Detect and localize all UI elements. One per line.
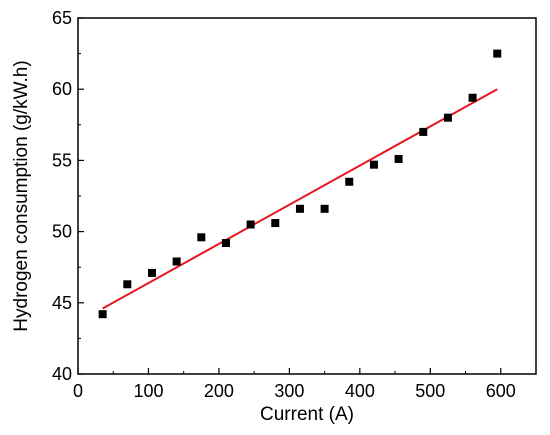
data-point <box>123 280 132 289</box>
data-point <box>246 220 255 229</box>
data-point <box>98 310 107 319</box>
y-tick-label: 40 <box>52 364 72 384</box>
data-point <box>271 219 280 228</box>
x-axis-label: Current (A) <box>260 404 354 425</box>
data-point <box>369 160 378 169</box>
fit-line-layer <box>102 88 498 310</box>
y-tick-label: 50 <box>52 222 72 242</box>
data-point <box>147 268 156 277</box>
linear-fit-line <box>102 88 498 310</box>
data-points-layer <box>98 49 502 319</box>
x-tick-label: 500 <box>415 381 445 401</box>
y-tick-label: 45 <box>52 293 72 313</box>
x-tick-label: 0 <box>73 381 83 401</box>
y-tick-label: 60 <box>52 79 72 99</box>
data-point <box>468 93 477 102</box>
x-axis-ticks: 0 100 200 300 400 500 600 <box>73 368 516 401</box>
data-point <box>345 177 354 186</box>
x-tick-label: 400 <box>345 381 375 401</box>
data-point <box>221 238 230 247</box>
y-axis-ticks: 40 45 50 55 60 65 <box>52 8 84 384</box>
data-point <box>295 204 304 213</box>
data-point <box>493 49 502 58</box>
data-point <box>197 233 206 242</box>
data-point <box>172 257 181 266</box>
x-tick-label: 200 <box>204 381 234 401</box>
data-point <box>443 113 452 122</box>
y-tick-label: 55 <box>52 150 72 170</box>
data-point <box>320 204 329 213</box>
x-tick-label: 300 <box>274 381 304 401</box>
x-tick-label: 100 <box>133 381 163 401</box>
y-axis-label: Hydrogen consumption (g/kW.h) <box>11 60 32 331</box>
data-point <box>394 154 403 163</box>
x-tick-label: 600 <box>486 381 516 401</box>
data-point <box>419 127 428 136</box>
y-tick-label: 65 <box>52 8 72 28</box>
